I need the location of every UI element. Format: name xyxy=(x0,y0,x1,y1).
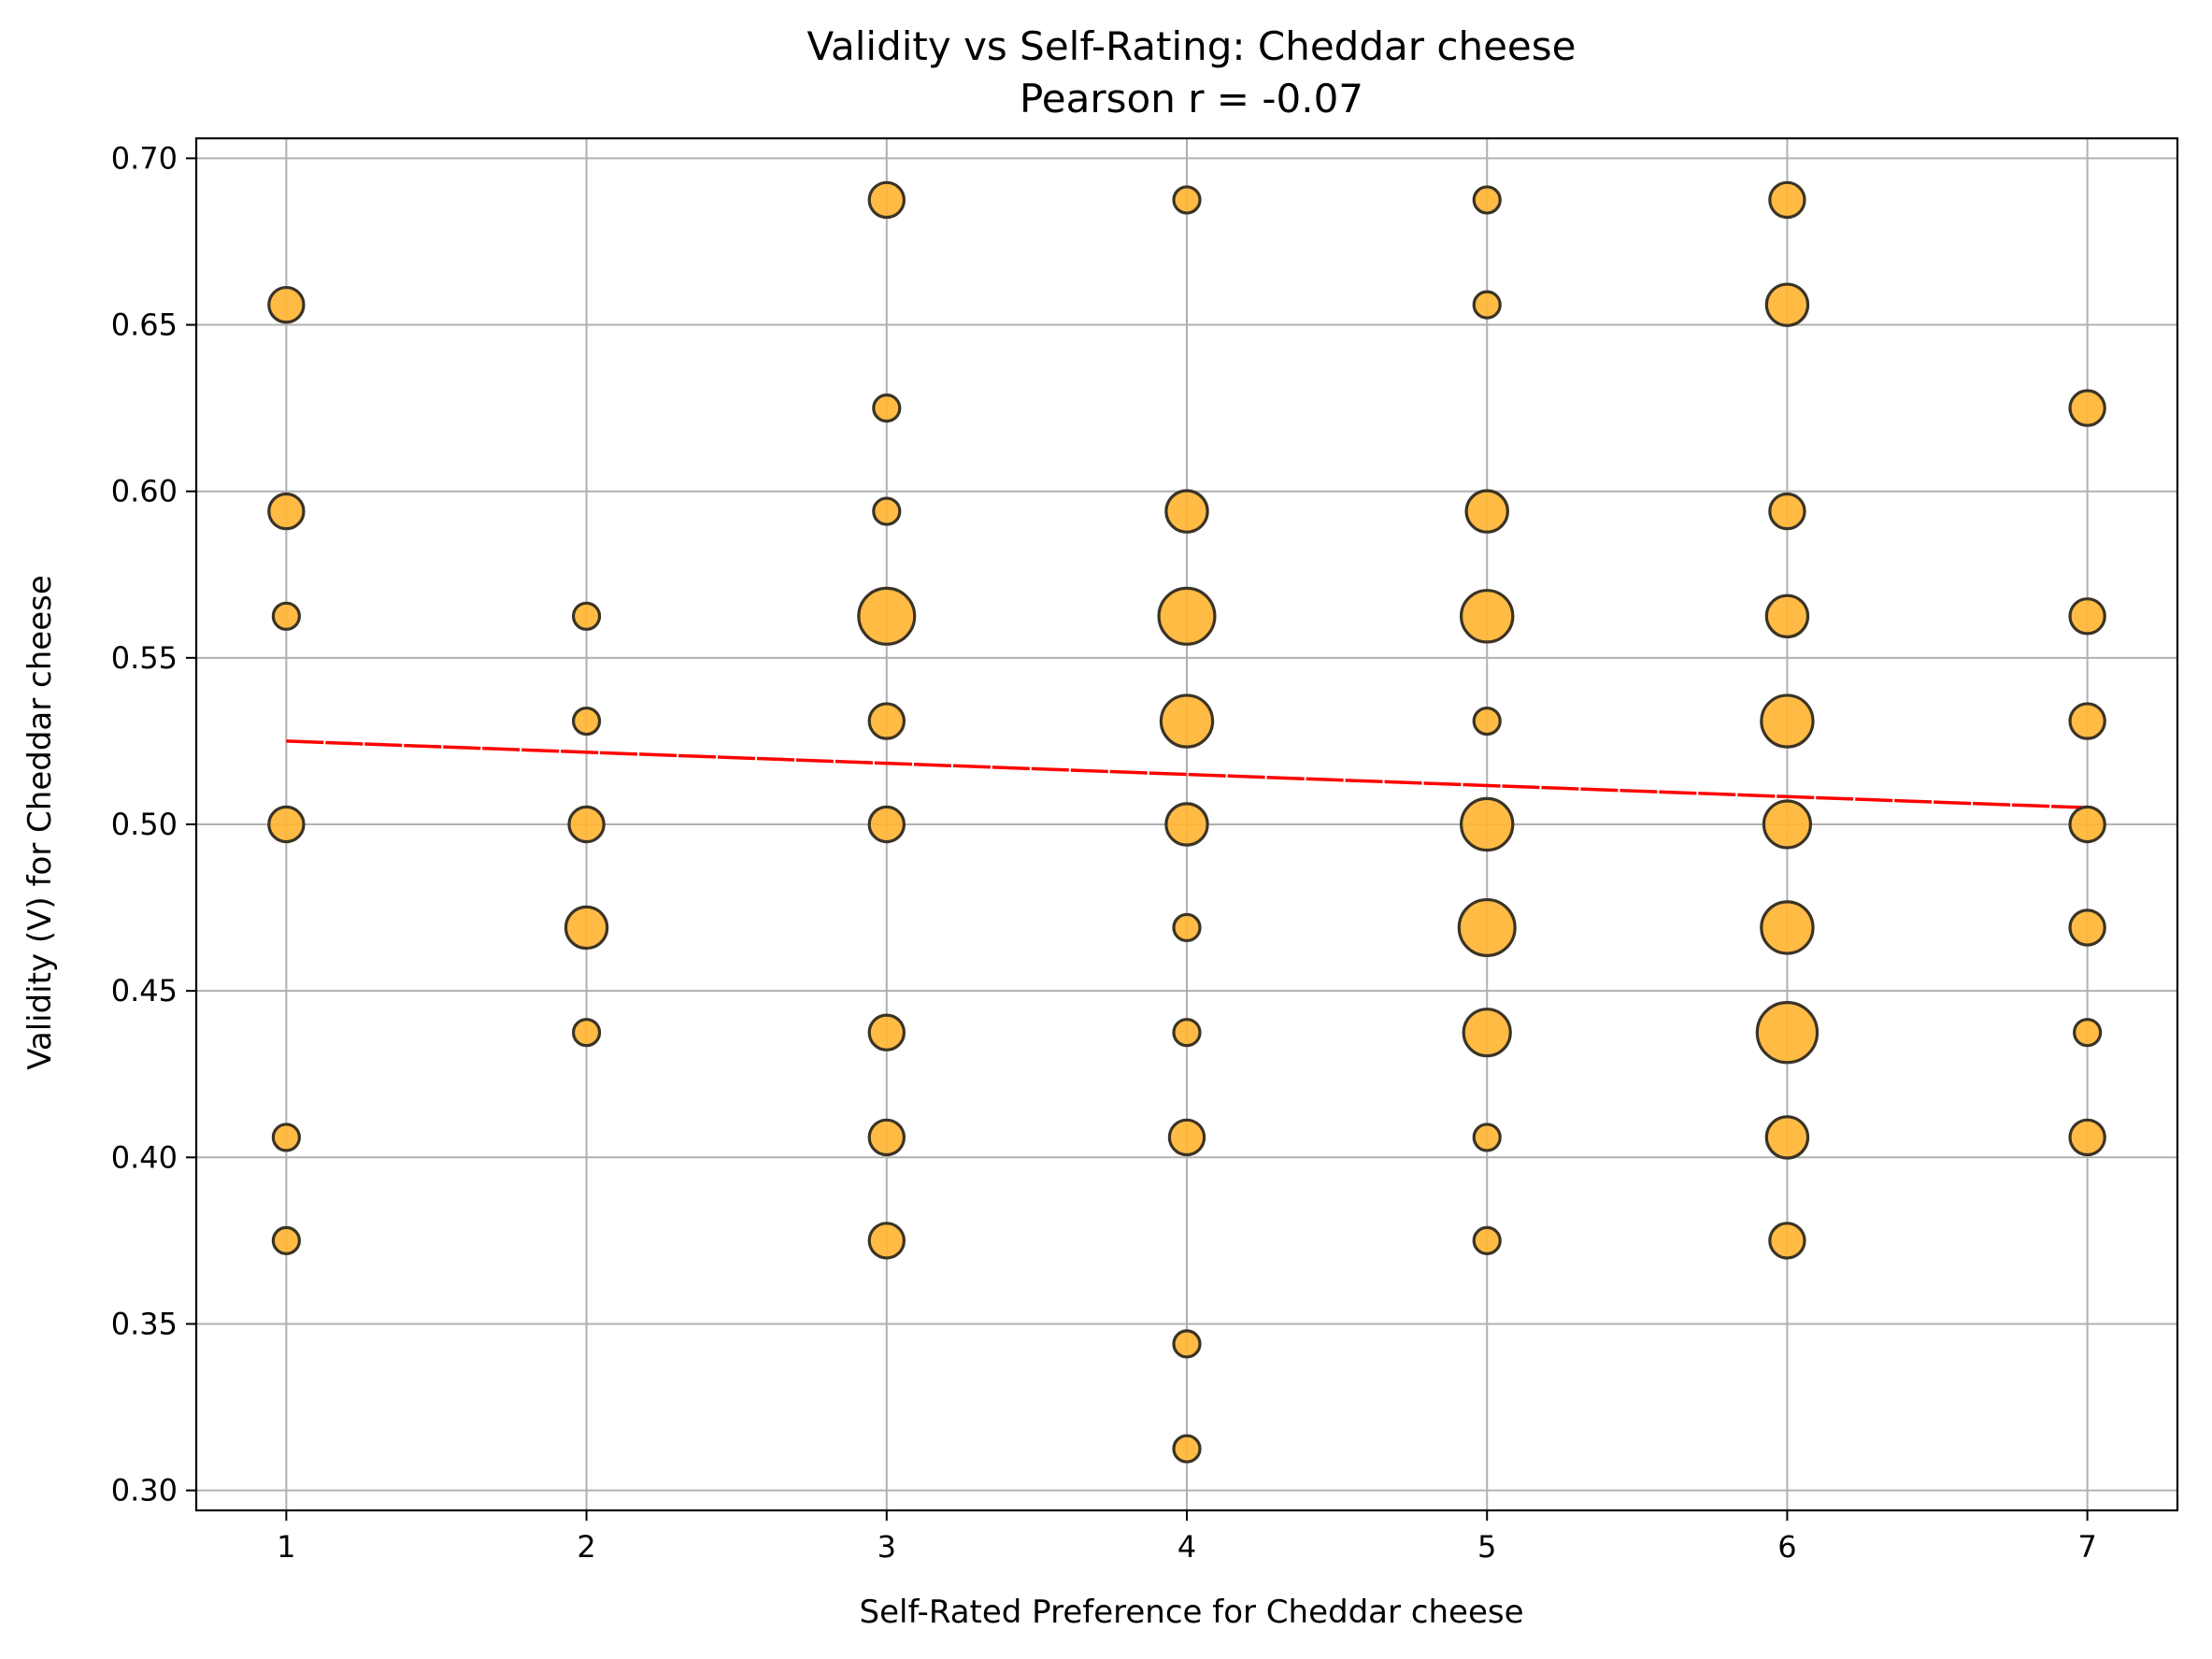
scatter-point xyxy=(1457,897,1517,957)
scatter-point xyxy=(1760,900,1815,955)
scatter-point xyxy=(1755,1000,1820,1065)
y-tick-label: 0.55 xyxy=(111,640,178,676)
scatter-point xyxy=(867,702,906,740)
y-tick-label: 0.40 xyxy=(111,1139,178,1175)
scatter-point xyxy=(2068,1118,2106,1157)
scatter-point xyxy=(1172,1329,1202,1359)
scatter-point xyxy=(267,492,306,531)
trendline-layer xyxy=(286,739,2088,809)
scatter-point xyxy=(564,905,609,951)
scatter-point xyxy=(567,805,606,844)
scatter-point xyxy=(2068,805,2106,844)
scatter-point xyxy=(1167,1118,1206,1157)
scatter-point xyxy=(1768,1222,1806,1260)
scatter-point xyxy=(867,180,906,220)
scatter-point xyxy=(571,1018,602,1048)
scatter-point xyxy=(1462,1008,1512,1058)
chart-subtitle: Pearson r = -0.07 xyxy=(1020,76,1363,122)
scatter-point xyxy=(1472,185,1502,215)
scatter-point xyxy=(271,1225,301,1255)
scatter-point xyxy=(267,285,306,324)
x-tick-label: 3 xyxy=(878,1529,896,1565)
scatter-point xyxy=(867,1013,906,1051)
scatter-point xyxy=(1472,706,1502,737)
y-tick-label: 0.70 xyxy=(111,140,178,176)
chart-title: Validity vs Self-Rating: Cheddar cheese xyxy=(807,23,1577,69)
y-tick-label: 0.30 xyxy=(111,1473,178,1509)
scatter-point xyxy=(1460,796,1515,852)
scatter-point xyxy=(1172,1018,1202,1048)
scatter-point xyxy=(867,805,906,844)
scatter-point xyxy=(267,805,306,844)
x-tick-label: 5 xyxy=(1477,1529,1496,1565)
ticks: 1 2 3 4 5 6 7 0.30 0.35 0.40 0.45 0.50 0.55 0.60 0.65 0… xyxy=(111,140,2097,1565)
scatter-point xyxy=(872,393,902,423)
scatter-point xyxy=(1157,586,1217,646)
y-tick-label: 0.45 xyxy=(111,973,178,1008)
scatter-point xyxy=(1472,1123,1502,1152)
scatter-point xyxy=(1164,802,1209,847)
scatter-point xyxy=(1760,694,1815,749)
points-layer xyxy=(267,180,2106,1464)
scatter-point xyxy=(1172,1434,1202,1464)
scatter-point xyxy=(1764,594,1810,639)
y-axis-label: Validity (V) for Cheddar cheese xyxy=(21,575,59,1070)
scatter-point xyxy=(2068,702,2106,740)
x-tick-label: 4 xyxy=(1177,1529,1196,1565)
scatter-point xyxy=(1472,1225,1502,1255)
scatter-point xyxy=(571,601,602,631)
scatter-point xyxy=(1762,799,1813,850)
scatter-point xyxy=(1172,912,1202,943)
scatter-point xyxy=(1159,694,1215,749)
y-tick-label: 0.35 xyxy=(111,1306,178,1341)
scatter-point xyxy=(867,1118,906,1157)
x-axis-label: Self-Rated Preference for Cheddar cheese xyxy=(860,1594,1524,1631)
scatter-point xyxy=(867,1222,906,1260)
y-tick-label: 0.60 xyxy=(111,474,178,509)
scatter-point xyxy=(571,706,602,737)
x-tick-label: 2 xyxy=(577,1529,595,1565)
scatter-point xyxy=(1164,489,1209,534)
scatter-point xyxy=(857,586,917,646)
scatter-point xyxy=(1472,290,1502,320)
x-tick-label: 6 xyxy=(1777,1529,1796,1565)
scatter-point xyxy=(1768,180,1806,220)
scatter-point xyxy=(2068,908,2106,947)
scatter-point xyxy=(2073,1018,2103,1048)
scatter-point xyxy=(1172,185,1202,215)
scatter-point xyxy=(1460,589,1515,644)
scatter-point xyxy=(1768,492,1806,531)
scatter-point xyxy=(1464,489,1509,534)
scatter-point xyxy=(271,1123,301,1152)
x-tick-label: 1 xyxy=(277,1529,295,1565)
scatter-point xyxy=(872,496,902,526)
scatter-point xyxy=(1764,1115,1810,1160)
y-tick-label: 0.50 xyxy=(111,807,178,842)
scatter-point xyxy=(2068,389,2106,427)
x-tick-label: 7 xyxy=(2077,1529,2096,1565)
scatter-point xyxy=(1764,282,1810,327)
scatter-point xyxy=(271,601,301,631)
trendline xyxy=(286,739,2088,809)
y-tick-label: 0.65 xyxy=(111,307,178,343)
scatter-point xyxy=(2068,597,2106,636)
